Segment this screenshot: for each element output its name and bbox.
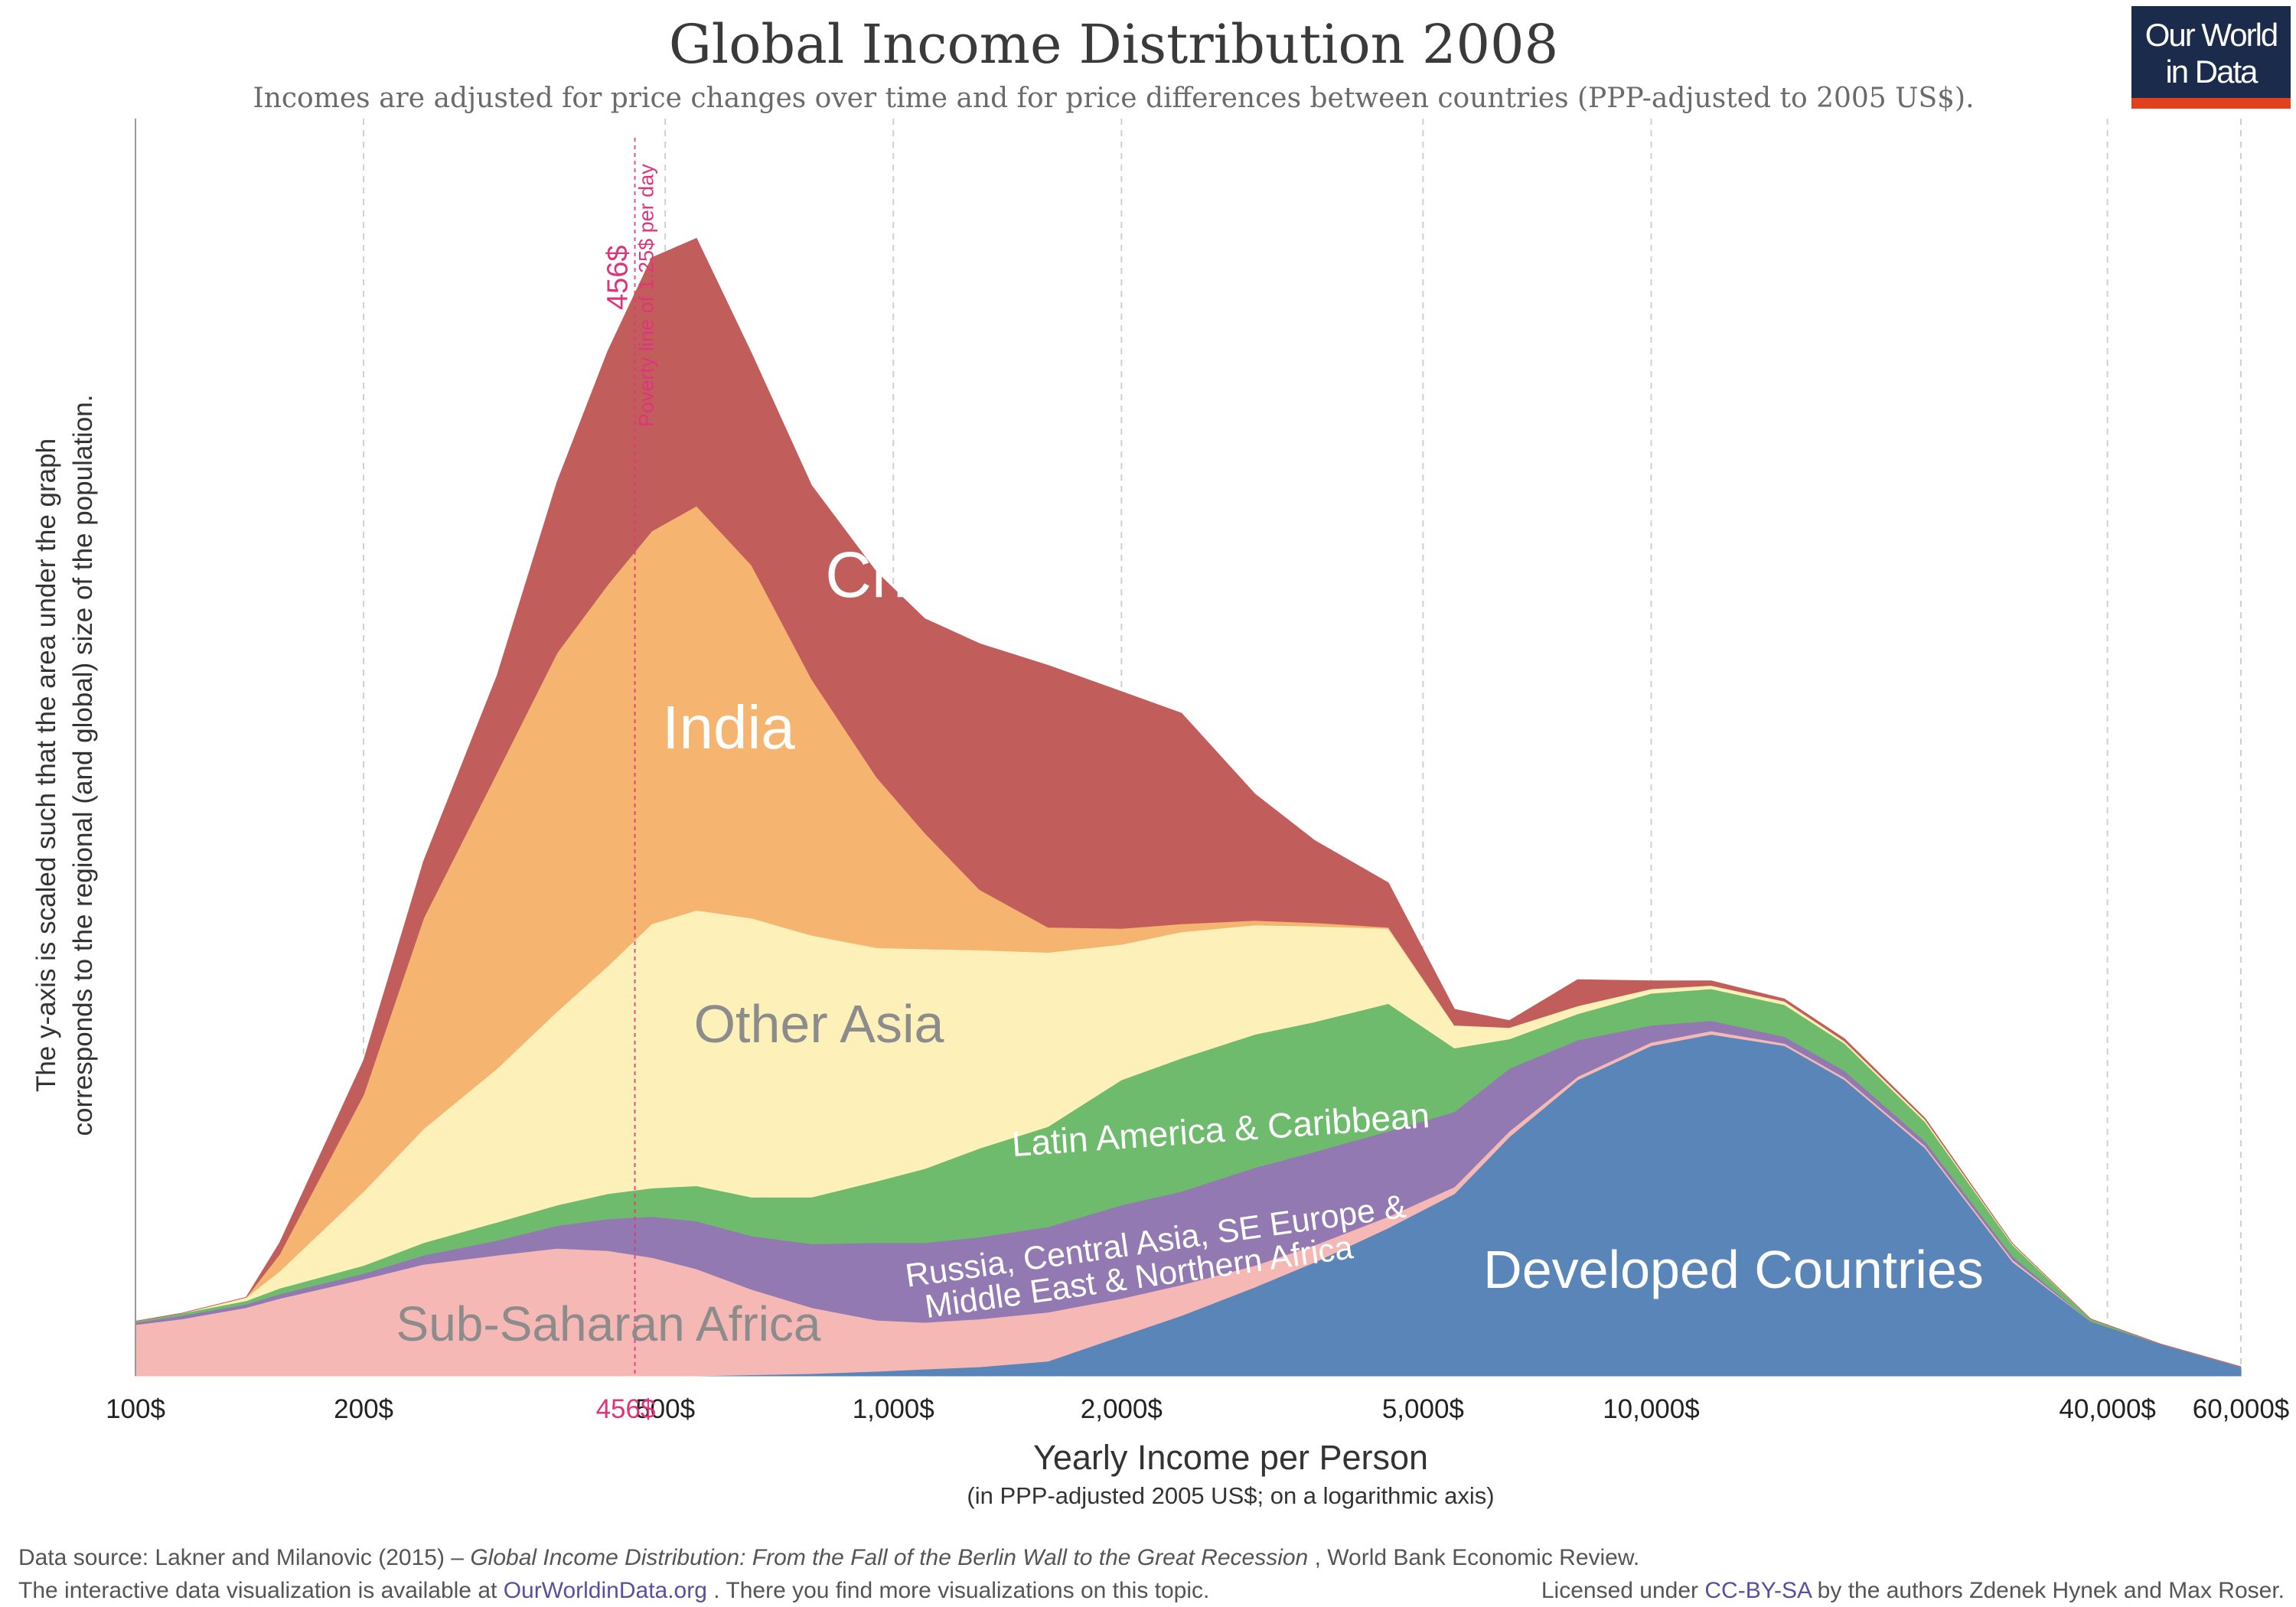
series-label-sub-saharan-africa: Sub-Saharan Africa (396, 1296, 821, 1351)
owid-logo[interactable]: Our World in Data (2131, 6, 2291, 109)
x-axis-title: Yearly Income per Person (1033, 1438, 1428, 1477)
logo-line1: Our World (2145, 17, 2278, 53)
x-tick-label-200$: 200$ (334, 1394, 393, 1424)
series-label-other-asia: Other Asia (694, 994, 944, 1054)
series-label-india: India (662, 693, 795, 761)
stacked-areas (135, 238, 2242, 1377)
y-axis-label: The y-axis is scaled such that the area … (31, 395, 98, 1136)
footer-interactive-prefix: The interactive data visualization is av… (18, 1578, 504, 1603)
footer-interactive-suffix: . There you find more visualizations on … (713, 1578, 1209, 1603)
footer-license-prefix: Licensed under (1541, 1578, 1705, 1603)
x-tick-label-40,000$: 40,000$ (2059, 1394, 2156, 1424)
logo-line2: in Data (2165, 54, 2258, 90)
area-china (135, 238, 2242, 1367)
poverty-line-note: Poverty line of 1.25$ per day (635, 164, 658, 427)
chart-title: Global Income Distribution 2008 (669, 13, 1558, 76)
chart-subtitle: Incomes are adjusted for price changes o… (253, 83, 1974, 114)
footer-interactive: The interactive data visualization is av… (18, 1578, 1209, 1603)
x-tick-label-500$: 500$ (635, 1394, 695, 1424)
footer-source-title: Global Income Distribution: From the Fal… (470, 1545, 1308, 1570)
x-tick-label-100$: 100$ (106, 1394, 165, 1424)
series-label-developed-countries: Developed Countries (1483, 1240, 1984, 1299)
license-link[interactable]: CC-BY-SA (1704, 1578, 1812, 1603)
x-tick-label-2,000$: 2,000$ (1081, 1394, 1163, 1424)
x-tick-label-60,000$: 60,000$ (2193, 1394, 2290, 1424)
x-axis-ticks: 100$ 200$ 500$ 1,000$ 2,000$ 5,000$ 10,000$ 40,… (106, 1394, 2289, 1424)
poverty-line-value-label: 456$ (602, 245, 634, 310)
footer-source-prefix: Data source: Lakner and Milanovic (2015)… (18, 1545, 470, 1570)
footer-source: Data source: Lakner and Milanovic (2015)… (18, 1545, 1639, 1570)
x-tick-label-1,000$: 1,000$ (853, 1394, 934, 1424)
logo-accent-bar (2131, 98, 2291, 109)
logo-background (2131, 6, 2291, 104)
footer-license-suffix: by the authors Zdenek Hynek and Max Rose… (1818, 1578, 2285, 1603)
series-label-china: China (825, 539, 993, 611)
poverty-line-group: 456$ Poverty line of 1.25$ per day (602, 138, 658, 1376)
y-axis-label-line2: corresponds to the regional (and global)… (68, 395, 98, 1136)
x-axis-subtitle: (in PPP-adjusted 2005 US$; on a logarith… (967, 1482, 1494, 1509)
owid-link[interactable]: OurWorldinData.org (504, 1578, 707, 1603)
footer-source-suffix: , World Bank Economic Review. (1315, 1545, 1640, 1570)
x-tick-label-5,000$: 5,000$ (1382, 1394, 1464, 1424)
x-tick-label-poverty: 456$ (596, 1394, 656, 1424)
footer-license: Licensed under CC-BY-SA by the authors Z… (1541, 1578, 2285, 1603)
y-axis-label-line1: The y-axis is scaled such that the area … (31, 438, 61, 1092)
x-tick-label-10,000$: 10,000$ (1603, 1394, 1700, 1424)
